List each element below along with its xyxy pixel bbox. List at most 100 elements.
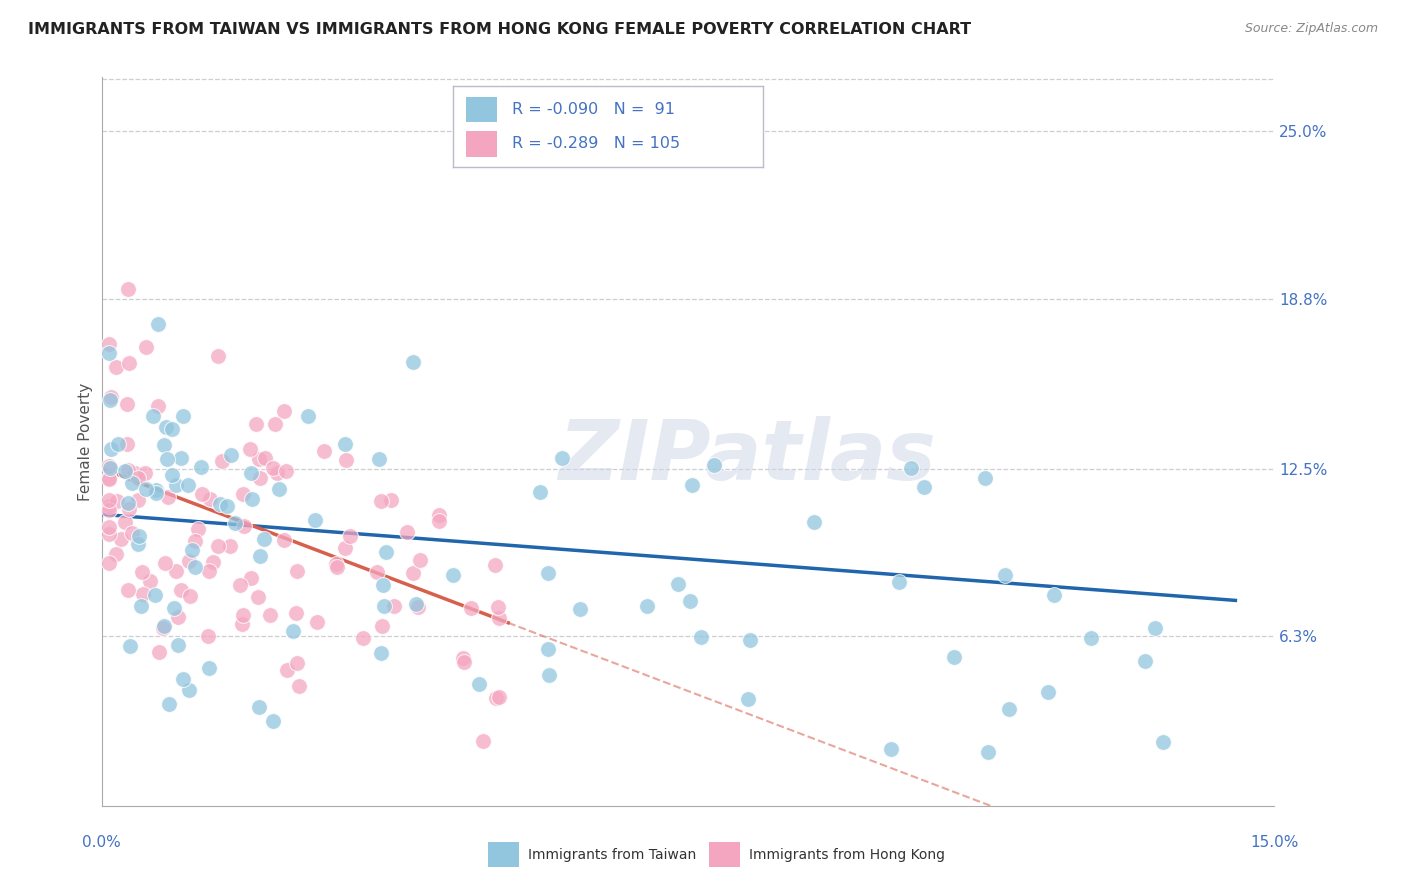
Point <box>105 493 128 508</box>
Point <box>537 566 560 580</box>
Point <box>118 356 141 370</box>
Point <box>1143 622 1166 636</box>
Point <box>339 529 361 543</box>
Point <box>200 491 222 506</box>
Point <box>127 537 149 551</box>
Point <box>98 458 121 473</box>
Point <box>172 673 194 687</box>
Point <box>148 400 170 414</box>
Point <box>679 594 702 608</box>
Point <box>146 317 169 331</box>
Text: R = -0.090   N =  91: R = -0.090 N = 91 <box>512 102 675 117</box>
Point <box>703 458 725 472</box>
Point <box>153 556 176 570</box>
Point <box>229 578 252 592</box>
Point <box>98 346 121 360</box>
Point <box>253 450 276 465</box>
Point <box>172 409 194 423</box>
Point <box>191 486 214 500</box>
Point <box>1133 654 1156 668</box>
Point <box>636 599 658 613</box>
Point <box>380 493 402 508</box>
Point <box>105 360 128 375</box>
Point <box>117 495 139 509</box>
Point <box>169 582 191 597</box>
Point <box>451 651 474 665</box>
Bar <box>465 131 496 157</box>
Point <box>297 409 319 424</box>
Point <box>187 522 209 536</box>
Point <box>326 560 349 574</box>
Point <box>219 539 242 553</box>
Point <box>104 547 127 561</box>
Point <box>98 493 121 508</box>
Point <box>395 525 418 540</box>
Point <box>912 480 935 494</box>
Point <box>100 390 122 404</box>
Point <box>207 539 229 553</box>
Text: ZIPatlas: ZIPatlas <box>558 416 935 497</box>
Point <box>803 516 825 530</box>
Point <box>1080 631 1102 645</box>
Point <box>333 437 356 451</box>
Point <box>107 437 129 451</box>
Point <box>1036 685 1059 699</box>
Point <box>681 477 703 491</box>
Point <box>197 629 219 643</box>
Point <box>155 419 177 434</box>
Point <box>98 503 121 517</box>
Point <box>166 638 188 652</box>
Point <box>98 472 121 486</box>
Point <box>153 438 176 452</box>
Point <box>118 501 141 516</box>
Point <box>352 631 374 645</box>
Point <box>276 663 298 677</box>
Point <box>690 630 713 644</box>
Point <box>253 532 276 546</box>
Point <box>217 499 239 513</box>
Point <box>538 668 561 682</box>
Point <box>98 527 121 541</box>
Point <box>98 556 121 570</box>
Point <box>551 451 574 466</box>
Point <box>285 564 308 578</box>
Point <box>135 483 157 497</box>
Point <box>132 587 155 601</box>
Point <box>974 471 997 485</box>
Point <box>262 714 284 728</box>
Point <box>170 450 193 465</box>
Point <box>453 655 475 669</box>
Point <box>177 683 200 698</box>
Point <box>127 492 149 507</box>
Point <box>486 599 509 614</box>
Point <box>239 442 262 456</box>
Text: 0.0%: 0.0% <box>82 836 121 850</box>
Bar <box>465 97 496 122</box>
Point <box>472 733 495 747</box>
Point <box>208 496 231 510</box>
Point <box>484 558 506 572</box>
Point <box>184 559 207 574</box>
Point <box>115 437 138 451</box>
Point <box>1152 735 1174 749</box>
Point <box>232 608 254 623</box>
Point <box>335 452 357 467</box>
Point <box>370 494 392 508</box>
Point <box>118 639 141 653</box>
Point <box>1043 588 1066 602</box>
Point <box>977 745 1000 759</box>
Point <box>121 525 143 540</box>
Point <box>115 397 138 411</box>
Point <box>335 541 357 555</box>
Point <box>207 349 229 363</box>
Point <box>157 697 180 711</box>
Point <box>98 520 121 534</box>
Point <box>406 600 429 615</box>
Point <box>998 702 1021 716</box>
Point <box>114 464 136 478</box>
Point <box>405 597 427 611</box>
Point <box>368 451 391 466</box>
Point <box>117 583 139 598</box>
Point <box>157 490 180 504</box>
Point <box>262 460 284 475</box>
